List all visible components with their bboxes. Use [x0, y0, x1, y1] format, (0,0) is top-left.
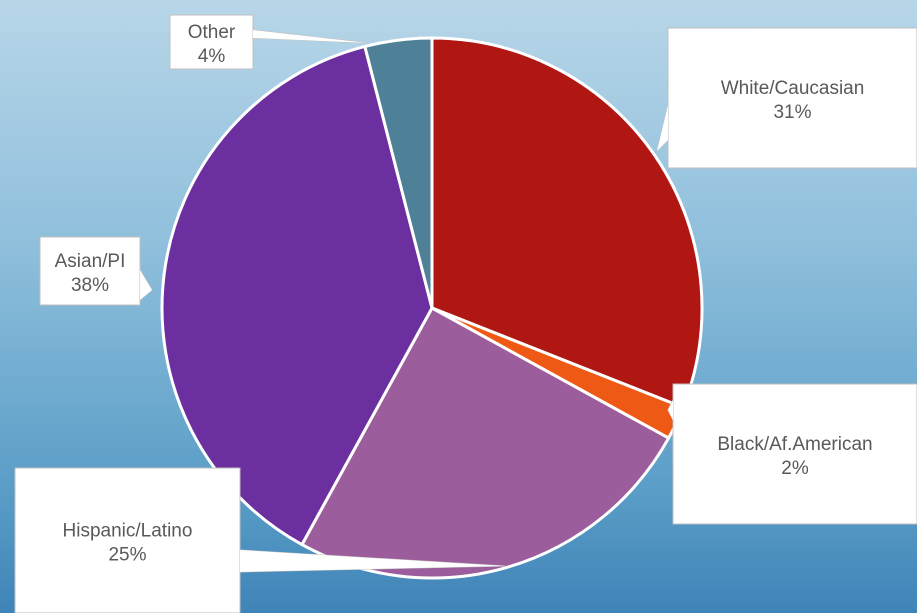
- slice-percentage: 31%: [773, 102, 811, 123]
- callout-pointer-fill: [240, 550, 505, 572]
- slice-percentage: 38%: [71, 275, 109, 296]
- slice-label: Hispanic/Latino: [63, 521, 193, 542]
- callout-box: [39, 236, 141, 306]
- slice-label: Asian/PI: [55, 251, 126, 272]
- pie-slices: [160, 36, 704, 580]
- callout-pointer-fill: [140, 270, 152, 300]
- pie-slice-white-caucasian: [430, 36, 704, 409]
- slice-label: White/Caucasian: [721, 78, 865, 99]
- callout-pointer-fill: [253, 30, 368, 43]
- callout-black-af-american: Black/Af.American 2%: [667, 383, 917, 525]
- callout-asian-pi: Asian/PI 38%: [39, 236, 153, 306]
- slice-percentage: 4%: [198, 46, 226, 67]
- slice-label: Other: [188, 22, 236, 43]
- callout-hispanic-latino: Hispanic/Latino 25%: [14, 467, 506, 613]
- slice-label: Black/Af.American: [717, 434, 872, 455]
- callout-other: Other 4%: [169, 14, 369, 70]
- slice-percentage: 2%: [781, 458, 809, 479]
- callout-pointer-fill: [657, 105, 668, 151]
- callout-box: [169, 14, 254, 70]
- callout-box: [672, 383, 917, 525]
- callout-box: [14, 467, 241, 613]
- slice-percentage: 25%: [108, 545, 146, 566]
- callout-box: [667, 27, 917, 169]
- callout-white-caucasian: White/Caucasian 31%: [656, 27, 917, 169]
- pie-slice-other: [363, 36, 434, 310]
- slice-callouts: White/Caucasian 31% Black/Af.American 2% His…: [14, 14, 917, 613]
- callout-pointer-fill: [668, 400, 673, 420]
